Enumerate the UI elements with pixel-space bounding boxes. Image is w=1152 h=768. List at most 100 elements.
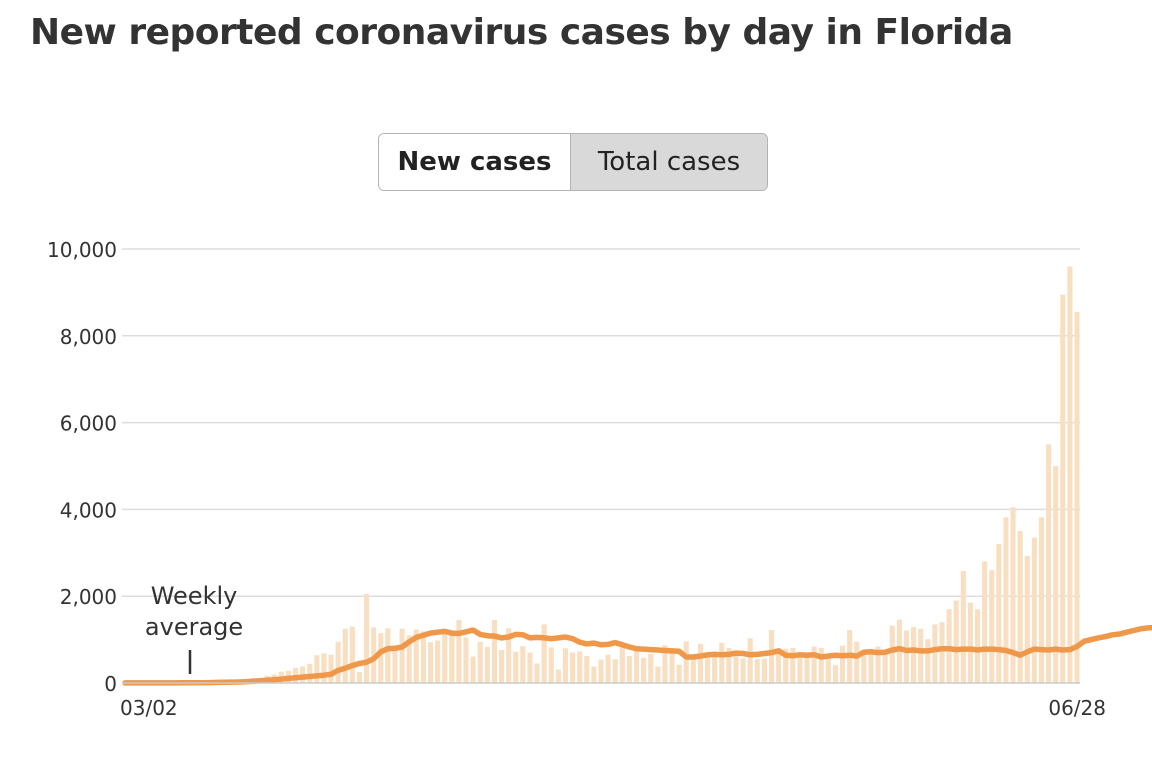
bar xyxy=(413,629,419,683)
bar xyxy=(626,656,632,683)
bar xyxy=(1024,555,1030,683)
bar xyxy=(648,653,654,683)
y-tick-label: 4,000 xyxy=(60,498,117,522)
bar xyxy=(783,648,789,683)
daily-bars xyxy=(122,266,1080,683)
bar xyxy=(1060,294,1066,683)
bar xyxy=(797,653,803,683)
bar xyxy=(811,646,817,683)
bar xyxy=(889,625,895,683)
bar xyxy=(321,653,327,683)
bar xyxy=(1017,531,1023,683)
bar xyxy=(577,651,583,683)
bar xyxy=(761,658,767,683)
bar xyxy=(790,647,796,683)
bar xyxy=(420,631,426,683)
bar xyxy=(555,669,561,683)
annotation-line-2: average xyxy=(145,613,243,641)
bar xyxy=(442,630,448,683)
bar xyxy=(342,628,348,683)
x-axis-labels: 03/02 06/28 xyxy=(120,696,1106,720)
bar xyxy=(534,663,540,683)
bar xyxy=(825,659,831,683)
total-cases-button[interactable]: Total cases xyxy=(571,134,767,190)
bar xyxy=(875,646,881,683)
bar xyxy=(591,666,597,683)
bar xyxy=(548,647,554,683)
bar xyxy=(385,628,391,683)
bar xyxy=(633,647,640,683)
bar xyxy=(747,638,753,683)
weekly-average-line xyxy=(122,624,1152,686)
bar xyxy=(925,639,931,683)
y-tick-label: 2,000 xyxy=(60,585,117,609)
bar xyxy=(804,652,810,683)
bar xyxy=(861,654,867,683)
bar xyxy=(363,594,370,683)
bar xyxy=(989,570,995,683)
bar xyxy=(605,654,611,683)
bar xyxy=(427,642,434,683)
bar xyxy=(669,653,675,683)
bar xyxy=(868,649,874,683)
bar xyxy=(307,663,313,683)
bar xyxy=(911,627,917,683)
bar xyxy=(705,657,711,683)
cases-toggle: New cases Total cases xyxy=(378,133,768,191)
bar xyxy=(697,643,704,683)
bar xyxy=(406,635,412,683)
bar xyxy=(939,622,945,683)
bar xyxy=(1046,444,1052,683)
bar xyxy=(1010,507,1016,683)
bar xyxy=(484,646,490,683)
bar xyxy=(953,600,959,683)
y-tick-label: 0 xyxy=(104,672,117,696)
bar xyxy=(570,652,576,683)
bar xyxy=(456,620,462,683)
new-cases-button[interactable]: New cases xyxy=(379,134,571,190)
weekly-average-annotation: Weekly average xyxy=(145,582,243,674)
bar xyxy=(435,640,441,683)
bar xyxy=(690,658,696,683)
bar xyxy=(996,544,1002,683)
bar xyxy=(562,648,569,683)
bar xyxy=(1003,517,1009,683)
bar xyxy=(676,664,682,683)
bar xyxy=(733,653,739,683)
bar xyxy=(498,650,505,683)
bar xyxy=(314,655,320,683)
bar xyxy=(662,645,668,683)
page-title: New reported coronavirus cases by day in… xyxy=(30,12,1013,53)
y-tick-label: 6,000 xyxy=(60,412,117,436)
x-tick-label-start: 03/02 xyxy=(120,696,178,720)
y-tick-label: 8,000 xyxy=(60,325,117,349)
bar xyxy=(598,659,604,683)
bar xyxy=(818,647,824,683)
bar xyxy=(1031,537,1037,683)
bar xyxy=(349,626,355,683)
bar xyxy=(513,651,519,683)
bar xyxy=(477,641,483,683)
bar xyxy=(712,656,718,683)
bar xyxy=(506,628,512,683)
bar xyxy=(719,642,725,683)
bar xyxy=(839,645,846,683)
bar xyxy=(619,646,625,683)
bar xyxy=(740,658,746,683)
gridlines xyxy=(122,248,1080,597)
bar xyxy=(463,637,469,683)
bar xyxy=(392,646,398,683)
y-tick-label: 10,000 xyxy=(47,238,117,262)
bar xyxy=(399,628,405,683)
bar xyxy=(584,656,590,683)
bar xyxy=(328,654,334,683)
bar xyxy=(932,624,938,683)
bar xyxy=(641,657,647,683)
x-tick-label-end: 06/28 xyxy=(1048,696,1106,720)
bar xyxy=(612,659,618,683)
bar xyxy=(882,650,888,683)
bar xyxy=(903,630,910,683)
bar xyxy=(1067,266,1073,683)
y-axis-labels: 0 2,000 4,000 6,000 8,000 10,000 xyxy=(47,238,117,696)
